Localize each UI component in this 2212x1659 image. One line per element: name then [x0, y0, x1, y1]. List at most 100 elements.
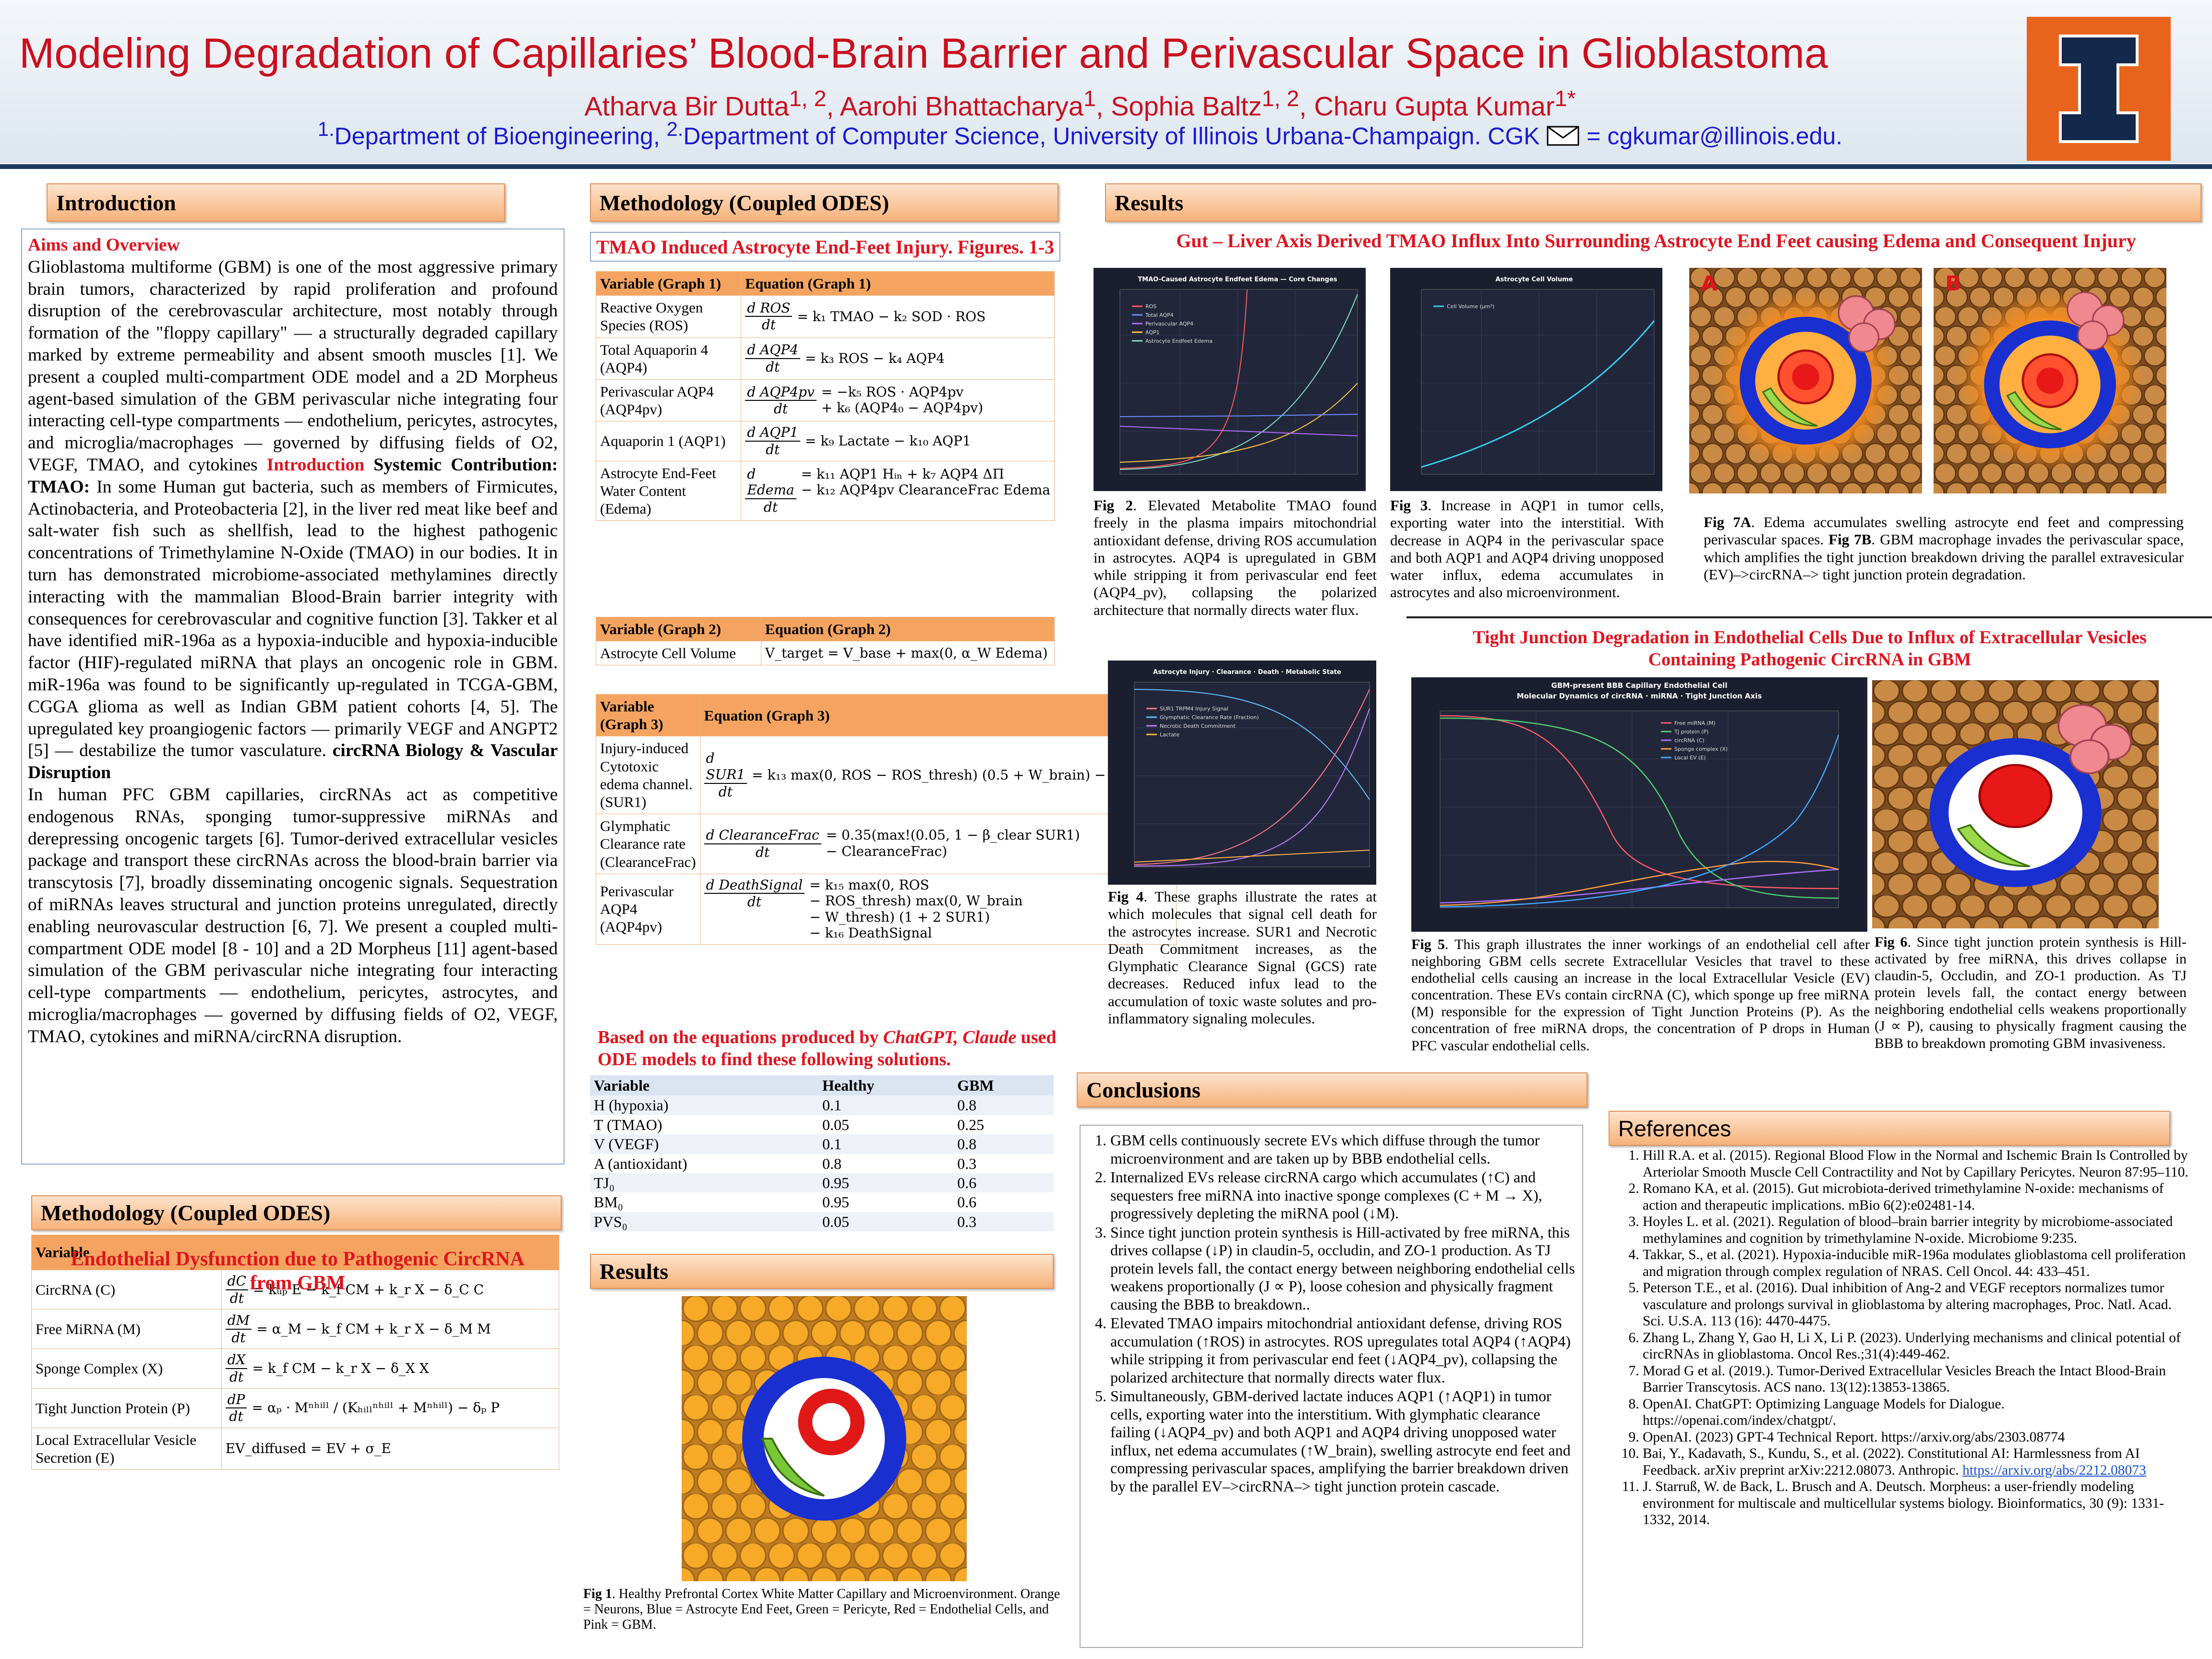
denominator: dt [229, 1369, 244, 1385]
section-heading: Methodology (Coupled ODES) [31, 1195, 562, 1230]
legend-label: SUR1 TRPM4 Injury Signal [1160, 706, 1228, 712]
panel-label: A [1701, 272, 1718, 296]
plot-title: TMAO-Caused Astrocyte Endfeet Edema — Co… [1138, 276, 1337, 283]
path-shape [1134, 708, 1370, 866]
numerator: d ClearanceFrac [704, 827, 821, 844]
circle-shape [1978, 764, 2053, 829]
table-cell: 0.3 [957, 1154, 977, 1172]
numerator: dM [225, 1312, 252, 1330]
text-run: . Edema accumulates swelling astrocyte e… [1704, 514, 2184, 548]
rect-shape [1421, 289, 1655, 475]
table-cell: 0.95 [822, 1174, 849, 1191]
affiliations: 1.Department of Bioengineering, 2.Depart… [144, 118, 2016, 150]
text-run: . These graphs illustrate the rates at w… [1108, 888, 1377, 1027]
text-run: circRNA Biology & Vascular Disruption [28, 741, 558, 783]
plot-image: GBM-present BBB Capillary Endothelial Ce… [1411, 677, 1867, 932]
fraction: d ClearanceFrac dt [704, 827, 821, 860]
variable-cell: Perivascular AQP4 (AQP4pv) [595, 379, 742, 422]
equation: dX dt = k_f CM − k_r X − δ_X X [225, 1352, 555, 1385]
equation-line: = kᵤₚ E − k_f CM + k_r X − δ_C C [252, 1281, 484, 1298]
text-run: OpenAI. ChatGPT: Optimizing Language Mod… [1643, 1396, 2005, 1429]
path-shape [1762, 387, 1818, 427]
table-cell: BM₀ [594, 1193, 623, 1211]
path-shape [1547, 126, 1579, 139]
legend-label: TJ protein (P) [1674, 729, 1708, 735]
text-run: Fig 5 [1411, 937, 1445, 952]
table-row: Astrocyte End-Feet Water Content (Edema)… [595, 460, 1055, 521]
header-cell: Variable (Graph 3) [596, 694, 700, 737]
conclusion-item: Elevated TMAO impairs mitochondrial anti… [1110, 1314, 1575, 1386]
fraction: dX dt [225, 1352, 248, 1385]
table-header: Variable (Graph 3) Equation (Graph 3) [596, 694, 1177, 737]
conclusion-item: GBM cells continuously secrete EVs which… [1110, 1131, 1575, 1167]
reference-item: OpenAI. ChatGPT: Optimizing Language Mod… [1643, 1396, 2189, 1429]
equation-line: + k₆ (AQP4₀ − AQP4pv) [821, 400, 983, 416]
table: Variable Healthy GBM H (hypoxia) 0.1 0.8 T (TM… [590, 1075, 1054, 1232]
table-cell: V (VEGF) [594, 1135, 659, 1153]
equation-cell: V_target = V_base + max(0, α_W Edema) [760, 641, 1055, 666]
g-shape [2067, 291, 2125, 351]
text-run: . This graph illustrates the inner worki… [1411, 937, 1870, 1054]
text-run: Glioblastoma multiforme (GBM) is one of … [28, 257, 558, 475]
table-row: Tight Junction Protein (P) dP dt = αₚ · Mⁿʰ… [31, 1388, 560, 1428]
path-shape [1134, 689, 1370, 800]
legend-label: Necrotic Death Commitment [1160, 723, 1236, 729]
caption: Fig 7A. Edema accumulates swelling astro… [1704, 514, 2184, 583]
path-shape [1957, 824, 2031, 867]
legend-label: Perivascular AQP4 [1145, 321, 1193, 327]
text-run: . Since tight junction protein synthesis… [1875, 934, 2187, 1051]
equation-table: Variable (Graph 3) Equation (Graph 3) Inju… [596, 694, 1177, 945]
table-row: Reactive Oxygen Species (ROS) d ROS dt = k₁… [595, 295, 1055, 338]
path-shape [1440, 861, 1839, 906]
reference-item: Hoyles L. et al. (2021). Regulation of b… [1643, 1214, 2189, 1247]
path-shape [1119, 383, 1358, 463]
legend-label: Glymphatic Clearance Rate (Fraction) [1160, 714, 1259, 721]
table: Variable CircRNA (C) dC dt = kᵤₚ E − k_f CM … [31, 1235, 560, 1470]
table-cell: 0.1 [822, 1135, 842, 1153]
path-shape [1134, 850, 1370, 863]
fraction: dM dt [225, 1312, 252, 1346]
table-header: Variable (Graph 2) Equation (Graph 2) [596, 616, 1055, 642]
variable-cell: Aquaporin 1 (AQP1) [595, 421, 742, 461]
equation-rhs: V_target = V_base + max(0, α_W Edema) [765, 645, 1048, 661]
plot-title: Molecular Dynamics of circRNA · miRNA · … [1517, 692, 1762, 700]
table-cell: H (hypoxia) [594, 1096, 669, 1114]
table-row: Free MiRNA (M) dM dt = α_M − k_f CM + k_r X… [31, 1309, 560, 1349]
variable-cell: Reactive Oxygen Species (ROS) [595, 295, 742, 338]
author: , Charu Gupta Kumar [1299, 91, 1555, 121]
text-run: Fig 7A [1704, 514, 1751, 530]
text-run: In human PFC GBM capillaries, circRNAs a… [28, 784, 558, 1046]
table-row: Aquaporin 1 (AQP1) d AQP1 dt = k₉ Lactate −… [595, 421, 1055, 461]
equation-line: = k₁₃ max(0, ROS − ROS_thresh) (0.5 + W_… [752, 767, 1173, 783]
fraction: dC dt [225, 1273, 248, 1306]
equation-cell: dX dt = k_f CM − k_r X − δ_X X [221, 1348, 560, 1389]
text-run: Fig 2 [1094, 497, 1133, 514]
simulation-image: B [1934, 268, 2166, 493]
simulation-image [682, 1296, 967, 1581]
reference-item: Peterson T.E., et al. (2016). Dual inhib… [1643, 1280, 2189, 1330]
text-run: OpenAI. (2023) GPT-4 Technical Report. h… [1643, 1429, 2065, 1445]
legend-label: Total AQP4 [1145, 312, 1174, 318]
affiliation: Department of Bioengineering, [334, 122, 667, 150]
table-cell: 0.05 [822, 1213, 849, 1230]
equation-cell: d AQP4 dt = k₃ ROS − k₄ AQP4 [741, 337, 1055, 380]
text-run: J. Starruß, W. de Back, L. Brusch and A.… [1643, 1479, 2164, 1527]
numerator: d AQP1 [745, 424, 801, 442]
table-row: V (VEGF) 0.1 0.8 [590, 1134, 1054, 1154]
table-cell: TJ₀ [594, 1174, 615, 1191]
equation: V_target = V_base + max(0, α_W Edema) [765, 645, 1050, 661]
equation-line: EV_diffused = EV + σ_E [225, 1441, 391, 1457]
denominator: dt [761, 317, 776, 333]
equation: d DeathSignal dt = k₁₅ max(0, ROS − ROS_thr… [704, 877, 1173, 941]
equation-line: = α_M − k_f CM + k_r X − δ_M M [256, 1321, 491, 1337]
circle-shape [1848, 322, 1880, 353]
equation: d ROS dt = k₁ TMAO − k₂ SOD · ROS [745, 300, 1050, 333]
author: , Aarohi Bhattacharya [826, 91, 1083, 121]
path-shape [1119, 426, 1358, 436]
equation-cell: dM dt = α_M − k_f CM + k_r X − δ_M M [221, 1309, 560, 1349]
text-run: Fig 1 [583, 1587, 612, 1601]
equation-cell: d ClearanceFrac dt = 0.35(max!(0.05, 1 − β… [699, 814, 1177, 874]
table-cell: 0.1 [822, 1096, 842, 1114]
